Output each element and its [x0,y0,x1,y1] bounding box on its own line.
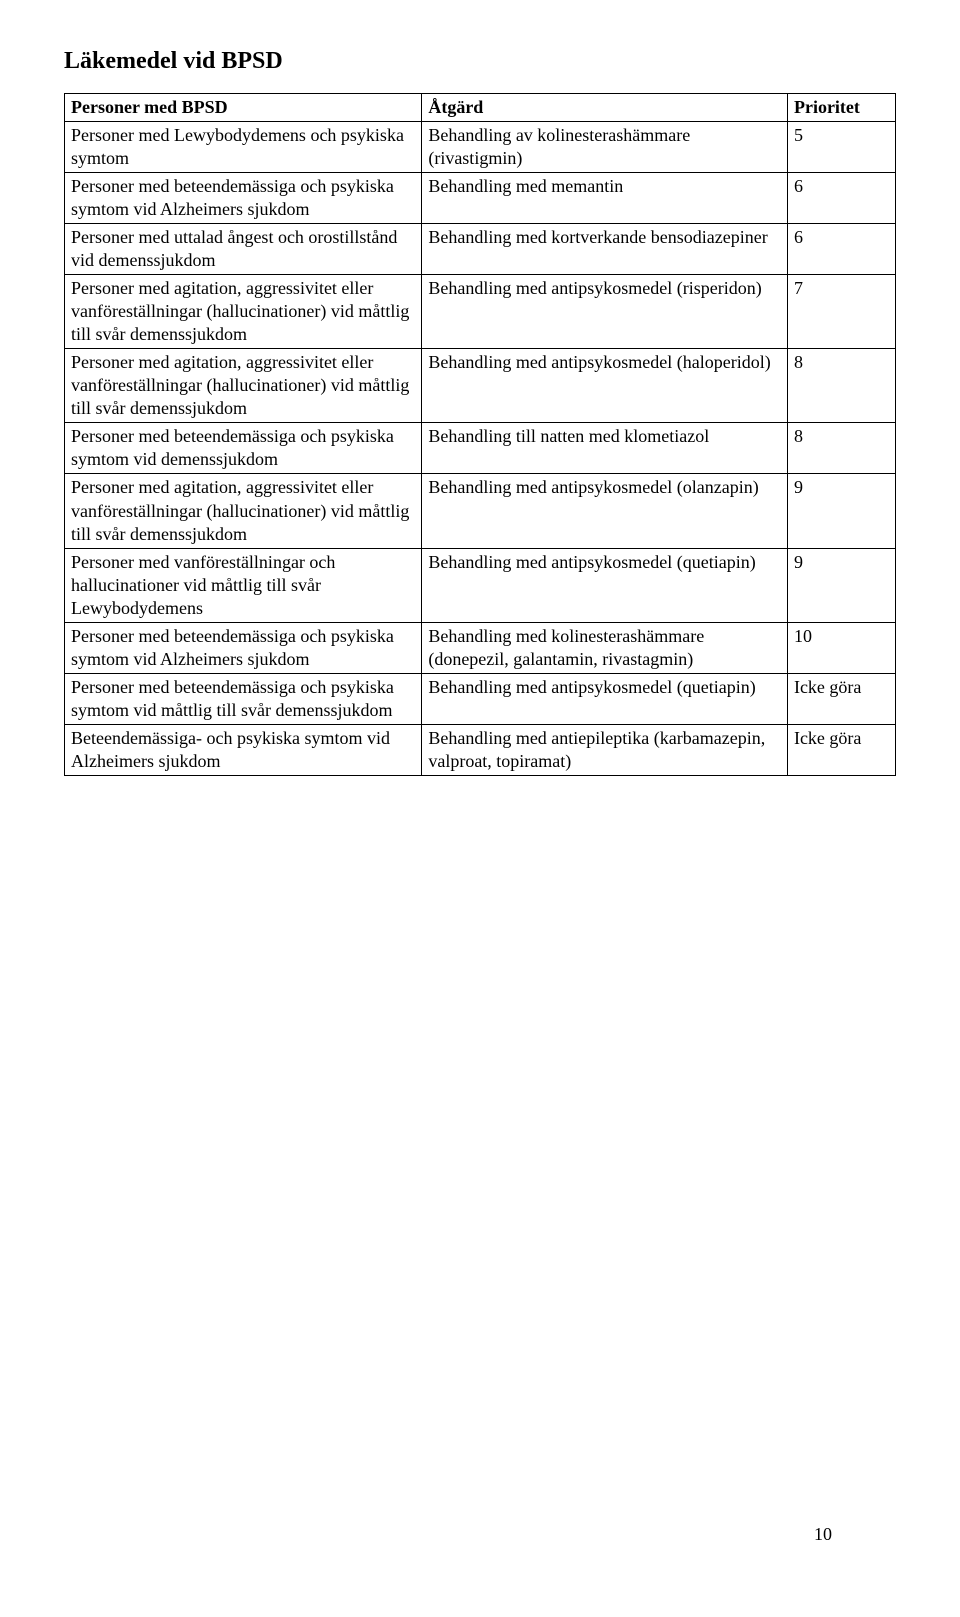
page: Läkemedel vid BPSD Personer med BPSD Åtg… [64,48,896,1569]
cell-action: Behandling med antiepileptika (karbamaze… [422,724,788,775]
table-row: Beteendemässiga- och psykiska symtom vid… [65,724,896,775]
cell-priority: 7 [787,275,895,349]
cell-priority: 8 [787,423,895,474]
cell-priority: Icke göra [787,673,895,724]
cell-persons: Personer med uttalad ångest och orostill… [65,224,422,275]
cell-persons: Personer med agitation, aggressivitet el… [65,474,422,548]
cell-persons: Beteendemässiga- och psykiska symtom vid… [65,724,422,775]
col-header-action: Åtgärd [422,94,788,122]
cell-persons: Personer med beteendemässiga och psykisk… [65,673,422,724]
cell-persons: Personer med vanföreställningar och hall… [65,548,422,622]
cell-action: Behandling med kortverkande bensodiazepi… [422,224,788,275]
cell-persons: Personer med agitation, aggressivitet el… [65,349,422,423]
cell-action: Behandling med antipsykosmedel (quetiapi… [422,673,788,724]
cell-priority: 6 [787,224,895,275]
cell-persons: Personer med Lewybodydemens och psykiska… [65,122,422,173]
cell-action: Behandling till natten med klometiazol [422,423,788,474]
cell-priority: 6 [787,173,895,224]
cell-persons: Personer med beteendemässiga och psykisk… [65,622,422,673]
cell-action: Behandling med memantin [422,173,788,224]
cell-priority: 8 [787,349,895,423]
page-number: 10 [814,1524,832,1545]
table-row: Personer med beteendemässiga och psykisk… [65,173,896,224]
cell-action: Behandling med kolinesterashämmare (done… [422,622,788,673]
cell-action: Behandling med antipsykosmedel (haloperi… [422,349,788,423]
table-row: Personer med beteendemässiga och psykisk… [65,423,896,474]
table-row: Personer med vanföreställningar och hall… [65,548,896,622]
table-row: Personer med beteendemässiga och psykisk… [65,622,896,673]
page-title: Läkemedel vid BPSD [64,48,896,75]
cell-persons: Personer med agitation, aggressivitet el… [65,275,422,349]
cell-priority: 5 [787,122,895,173]
cell-action: Behandling av kolinesterashämmare (rivas… [422,122,788,173]
cell-priority: 9 [787,474,895,548]
cell-priority: 9 [787,548,895,622]
cell-persons: Personer med beteendemässiga och psykisk… [65,423,422,474]
table-row: Personer med Lewybodydemens och psykiska… [65,122,896,173]
cell-action: Behandling med antipsykosmedel (olanzapi… [422,474,788,548]
col-header-persons: Personer med BPSD [65,94,422,122]
table-row: Personer med uttalad ångest och orostill… [65,224,896,275]
col-header-priority: Prioritet [787,94,895,122]
cell-action: Behandling med antipsykosmedel (quetiapi… [422,548,788,622]
table-row: Personer med agitation, aggressivitet el… [65,474,896,548]
table-header-row: Personer med BPSD Åtgärd Prioritet [65,94,896,122]
cell-persons: Personer med beteendemässiga och psykisk… [65,173,422,224]
cell-priority: 10 [787,622,895,673]
table-row: Personer med agitation, aggressivitet el… [65,349,896,423]
bpsd-table: Personer med BPSD Åtgärd Prioritet Perso… [64,93,896,776]
cell-action: Behandling med antipsykosmedel (risperid… [422,275,788,349]
table-row: Personer med beteendemässiga och psykisk… [65,673,896,724]
cell-priority: Icke göra [787,724,895,775]
table-body: Personer med Lewybodydemens och psykiska… [65,122,896,776]
table-row: Personer med agitation, aggressivitet el… [65,275,896,349]
